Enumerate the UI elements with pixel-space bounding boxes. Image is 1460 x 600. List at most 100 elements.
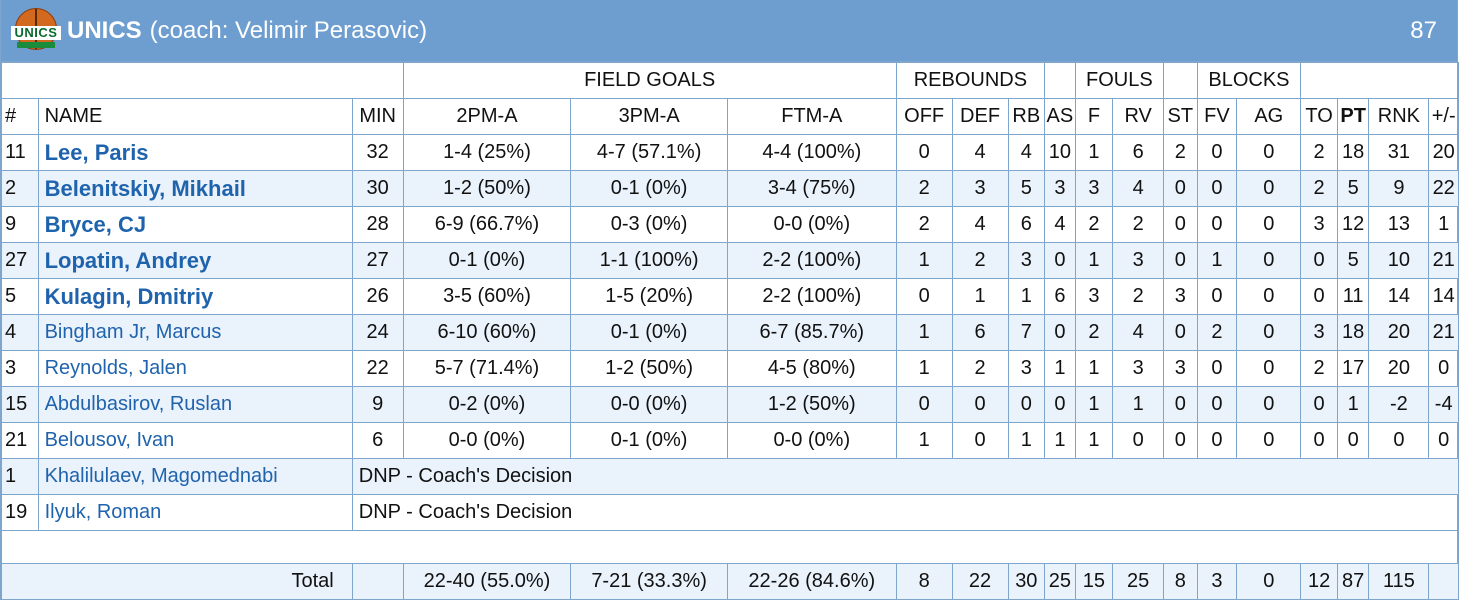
- stat-to: 0: [1300, 278, 1338, 315]
- totals-ag: 0: [1236, 563, 1302, 600]
- player-name-cell: Khalilulaev, Magomednabi: [37, 458, 353, 495]
- stat-rb: 7: [1007, 314, 1046, 351]
- stat-pt: 18: [1336, 134, 1370, 171]
- totals-pm: [1428, 563, 1459, 600]
- header-def-col: DEF: [951, 98, 1009, 135]
- stat-to: 2: [1300, 350, 1338, 387]
- player-name-link[interactable]: Belousov, Ivan: [44, 429, 175, 451]
- stat-rnk: 10: [1368, 242, 1430, 279]
- header-to-col: TO: [1300, 98, 1338, 135]
- stat-ft: 4-4 (100%): [726, 134, 897, 171]
- stat-def: 2: [951, 242, 1009, 279]
- stat-off: 0: [895, 278, 953, 315]
- stat-rv: 4: [1112, 170, 1165, 207]
- stat-p2: 6-10 (60%): [402, 314, 572, 351]
- header-f-col: F: [1074, 98, 1114, 135]
- header-2pm-col: 2PM-A: [402, 98, 572, 135]
- stat-p3: 4-7 (57.1%): [570, 134, 728, 171]
- stat-pt: 11: [1336, 278, 1370, 315]
- stat-ag: 0: [1236, 278, 1302, 315]
- stat-off: 2: [895, 170, 953, 207]
- player-name-link[interactable]: Khalilulaev, Magomednabi: [44, 465, 278, 487]
- stat-rnk: 9: [1368, 170, 1430, 207]
- player-name-link[interactable]: Bingham Jr, Marcus: [44, 321, 222, 343]
- player-name-cell: Bingham Jr, Marcus: [37, 314, 353, 351]
- stat-f: 1: [1074, 350, 1114, 387]
- stat-min: 32: [351, 134, 404, 171]
- stat-p2: 3-5 (60%): [402, 278, 572, 315]
- dnp-note: DNP - Coach's Decision: [351, 458, 1460, 495]
- stat-to: 0: [1300, 386, 1338, 423]
- stat-f: 1: [1074, 134, 1114, 171]
- stat-def: 0: [951, 422, 1009, 459]
- stat-rnk: 14: [1368, 278, 1430, 315]
- dnp-row: 19 Ilyuk, Roman DNP - Coach's Decision: [1, 494, 1460, 531]
- player-row: 27 Lopatin, Andrey 27 0-1 (0%) 1-1 (100%) 2-2…: [1, 242, 1459, 279]
- totals-pt: 87: [1336, 563, 1370, 600]
- stat-pt: 12: [1336, 206, 1370, 243]
- stat-f: 2: [1074, 206, 1114, 243]
- stat-as: 0: [1044, 386, 1076, 423]
- player-name-cell: Belousov, Ivan: [37, 422, 353, 459]
- header-fv-col: FV: [1196, 98, 1238, 135]
- player-name-link[interactable]: Lee, Paris: [44, 139, 149, 165]
- stat-ft: 3-4 (75%): [726, 170, 897, 207]
- stat-min: 24: [351, 314, 404, 351]
- header-off-col: OFF: [895, 98, 953, 135]
- player-name-link[interactable]: Reynolds, Jalen: [44, 357, 187, 379]
- stat-min: 27: [351, 242, 404, 279]
- stat-rb: 1: [1007, 278, 1046, 315]
- stat-as: 1: [1044, 422, 1076, 459]
- player-row: 3 Reynolds, Jalen 22 5-7 (71.4%) 1-2 (50%) 4-…: [1, 350, 1459, 387]
- player-name-link[interactable]: Belenitskiy, Mikhail: [44, 175, 246, 201]
- stat-rb: 1: [1007, 422, 1046, 459]
- stat-pt: 17: [1336, 350, 1370, 387]
- player-name-link[interactable]: Abdulbasirov, Ruslan: [44, 393, 233, 415]
- player-name-link[interactable]: Bryce, CJ: [44, 211, 147, 237]
- header-ftm-col: FTM-A: [726, 98, 897, 135]
- stat-to: 3: [1300, 206, 1338, 243]
- stat-pm: 1: [1428, 206, 1459, 243]
- stat-as: 4: [1044, 206, 1076, 243]
- stat-st: 0: [1163, 314, 1198, 351]
- stat-p3: 1-2 (50%): [570, 350, 728, 387]
- stat-min: 9: [351, 386, 404, 423]
- header-pt-col: PT: [1336, 98, 1370, 135]
- stat-p3: 0-3 (0%): [570, 206, 728, 243]
- stat-off: 1: [895, 242, 953, 279]
- stat-fv: 0: [1196, 134, 1238, 171]
- player-name-cell: Ilyuk, Roman: [37, 494, 353, 531]
- header-rb-col: RB: [1007, 98, 1046, 135]
- stat-f: 3: [1074, 278, 1114, 315]
- stat-pm: 22: [1428, 170, 1459, 207]
- player-name-link[interactable]: Kulagin, Dmitriy: [44, 283, 214, 309]
- player-row: 11 Lee, Paris 32 1-4 (25%) 4-7 (57.1%) 4-4 (1…: [1, 134, 1459, 171]
- stat-def: 2: [951, 350, 1009, 387]
- stat-off: 2: [895, 206, 953, 243]
- stat-pm: 20: [1428, 134, 1459, 171]
- stat-off: 1: [895, 422, 953, 459]
- stat-ag: 0: [1236, 134, 1302, 171]
- stat-p2: 0-2 (0%): [402, 386, 572, 423]
- player-name-link[interactable]: Ilyuk, Roman: [44, 501, 162, 523]
- stat-st: 0: [1163, 422, 1198, 459]
- player-row: 9 Bryce, CJ 28 6-9 (66.7%) 0-3 (0%) 0-0 (0%) 2…: [1, 206, 1459, 243]
- player-name-cell: Lopatin, Andrey: [37, 242, 353, 279]
- stat-ft: 1-2 (50%): [726, 386, 897, 423]
- player-row: 4 Bingham Jr, Marcus 24 6-10 (60%) 0-1 (0%) 6…: [1, 314, 1459, 351]
- logo-ribbon: [17, 41, 55, 48]
- stat-p2: 6-9 (66.7%): [402, 206, 572, 243]
- stat-def: 1: [951, 278, 1009, 315]
- header-as-col: AS: [1044, 98, 1076, 135]
- stat-pm: 14: [1428, 278, 1459, 315]
- stat-rv: 4: [1112, 314, 1165, 351]
- stat-rv: 0: [1112, 422, 1165, 459]
- stat-f: 3: [1074, 170, 1114, 207]
- player-name-link[interactable]: Lopatin, Andrey: [44, 247, 212, 273]
- team-score: 87: [1410, 16, 1437, 44]
- stat-ag: 0: [1236, 386, 1302, 423]
- stat-f: 1: [1074, 386, 1114, 423]
- stat-p2: 0-1 (0%): [402, 242, 572, 279]
- player-number: 15: [1, 386, 39, 423]
